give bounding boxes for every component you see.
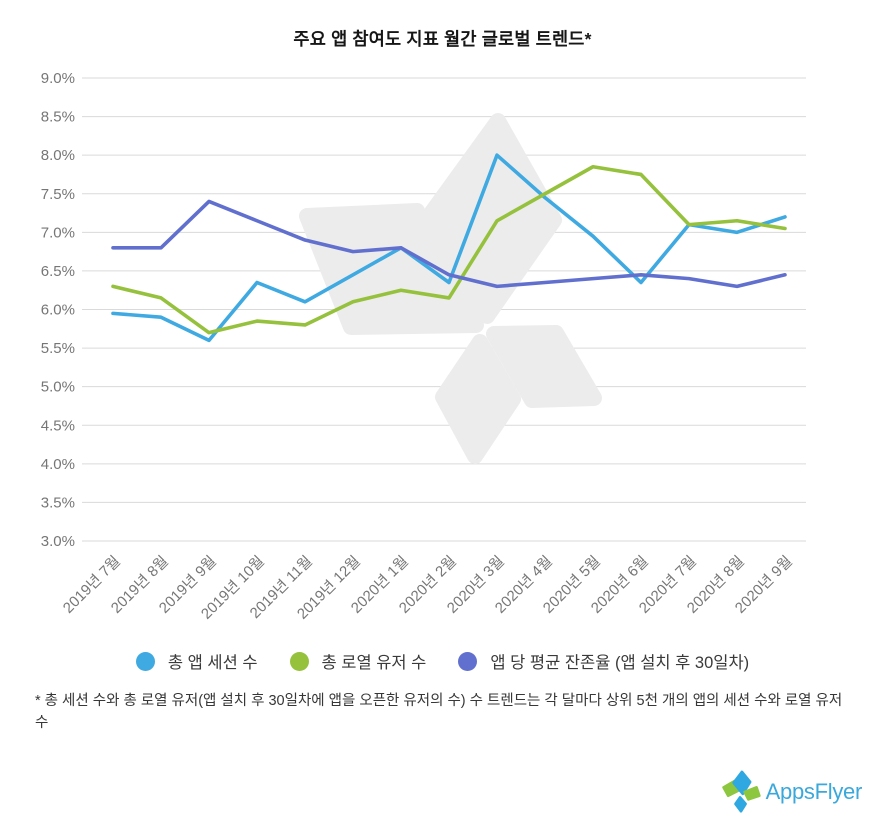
y-axis: 9.0% 8.5% 8.0% 7.5% 7.0% 6.5% 6.0% 5.5% 5.0% 4.5%… (41, 70, 75, 550)
appsflyer-logo: AppsFlyer (720, 768, 862, 816)
y-axis-tick-label: 7.0% (41, 224, 75, 241)
y-axis-tick-label: 9.0% (41, 70, 75, 87)
appsflyer-logo-icon (721, 770, 761, 813)
y-axis-tick-label: 5.0% (41, 379, 75, 396)
y-axis-tick-label: 6.5% (41, 263, 75, 280)
y-axis-tick-label: 4.0% (41, 456, 75, 473)
legend-dot-avg-retention-icon (458, 651, 478, 671)
y-axis-tick-label: 7.5% (41, 186, 75, 203)
appsflyer-watermark-icon (299, 113, 602, 464)
legend-dot-app-sessions-icon (135, 651, 155, 671)
legend-item-loyal-users: 총 로열 유저 수 (289, 649, 427, 673)
legend-dot-loyal-users-icon (289, 651, 309, 671)
chart-title: 주요 앱 참여도 지표 월간 글로벌 트렌드* (293, 29, 592, 49)
series-line-2 (111, 199, 787, 289)
series-line-0 (111, 153, 787, 343)
chart-footnote: * 총 세션 수와 총 로열 유저(앱 설치 후 30일차에 앱을 오픈한 유저… (35, 693, 843, 731)
y-axis-tick-label: 8.5% (41, 109, 75, 126)
legend-item-avg-retention: 앱 당 평균 잔존율 (앱 설치 후 30일차) (458, 649, 749, 673)
line-chart: 9.0% 8.5% 8.0% 7.5% 7.0% 6.5% 6.0% 5.5% 5.0% 4.5%… (41, 70, 806, 623)
y-axis-tick-label: 8.0% (41, 147, 75, 164)
appsflyer-logo-text: AppsFlyer (765, 779, 863, 804)
y-axis-tick-label: 4.5% (41, 417, 75, 434)
legend: 총 앱 세션 수 총 로열 유저 수 앱 당 평균 잔존율 (앱 설치 후 30… (0, 649, 885, 673)
legend-label-loyal-users: 총 로열 유저 수 (321, 654, 427, 672)
legend-item-app-sessions: 총 앱 세션 수 (135, 649, 258, 673)
legend-label-app-sessions: 총 앱 세션 수 (167, 654, 258, 672)
series-line-1 (111, 164, 787, 335)
y-axis-tick-label: 3.5% (41, 494, 75, 511)
y-axis-tick-label: 5.5% (41, 340, 75, 357)
legend-label-avg-retention: 앱 당 평균 잔존율 (앱 설치 후 30일차) (490, 654, 750, 672)
series-layer (111, 153, 787, 343)
y-axis-tick-label: 6.0% (41, 302, 75, 319)
y-axis-tick-label: 3.0% (41, 533, 75, 550)
